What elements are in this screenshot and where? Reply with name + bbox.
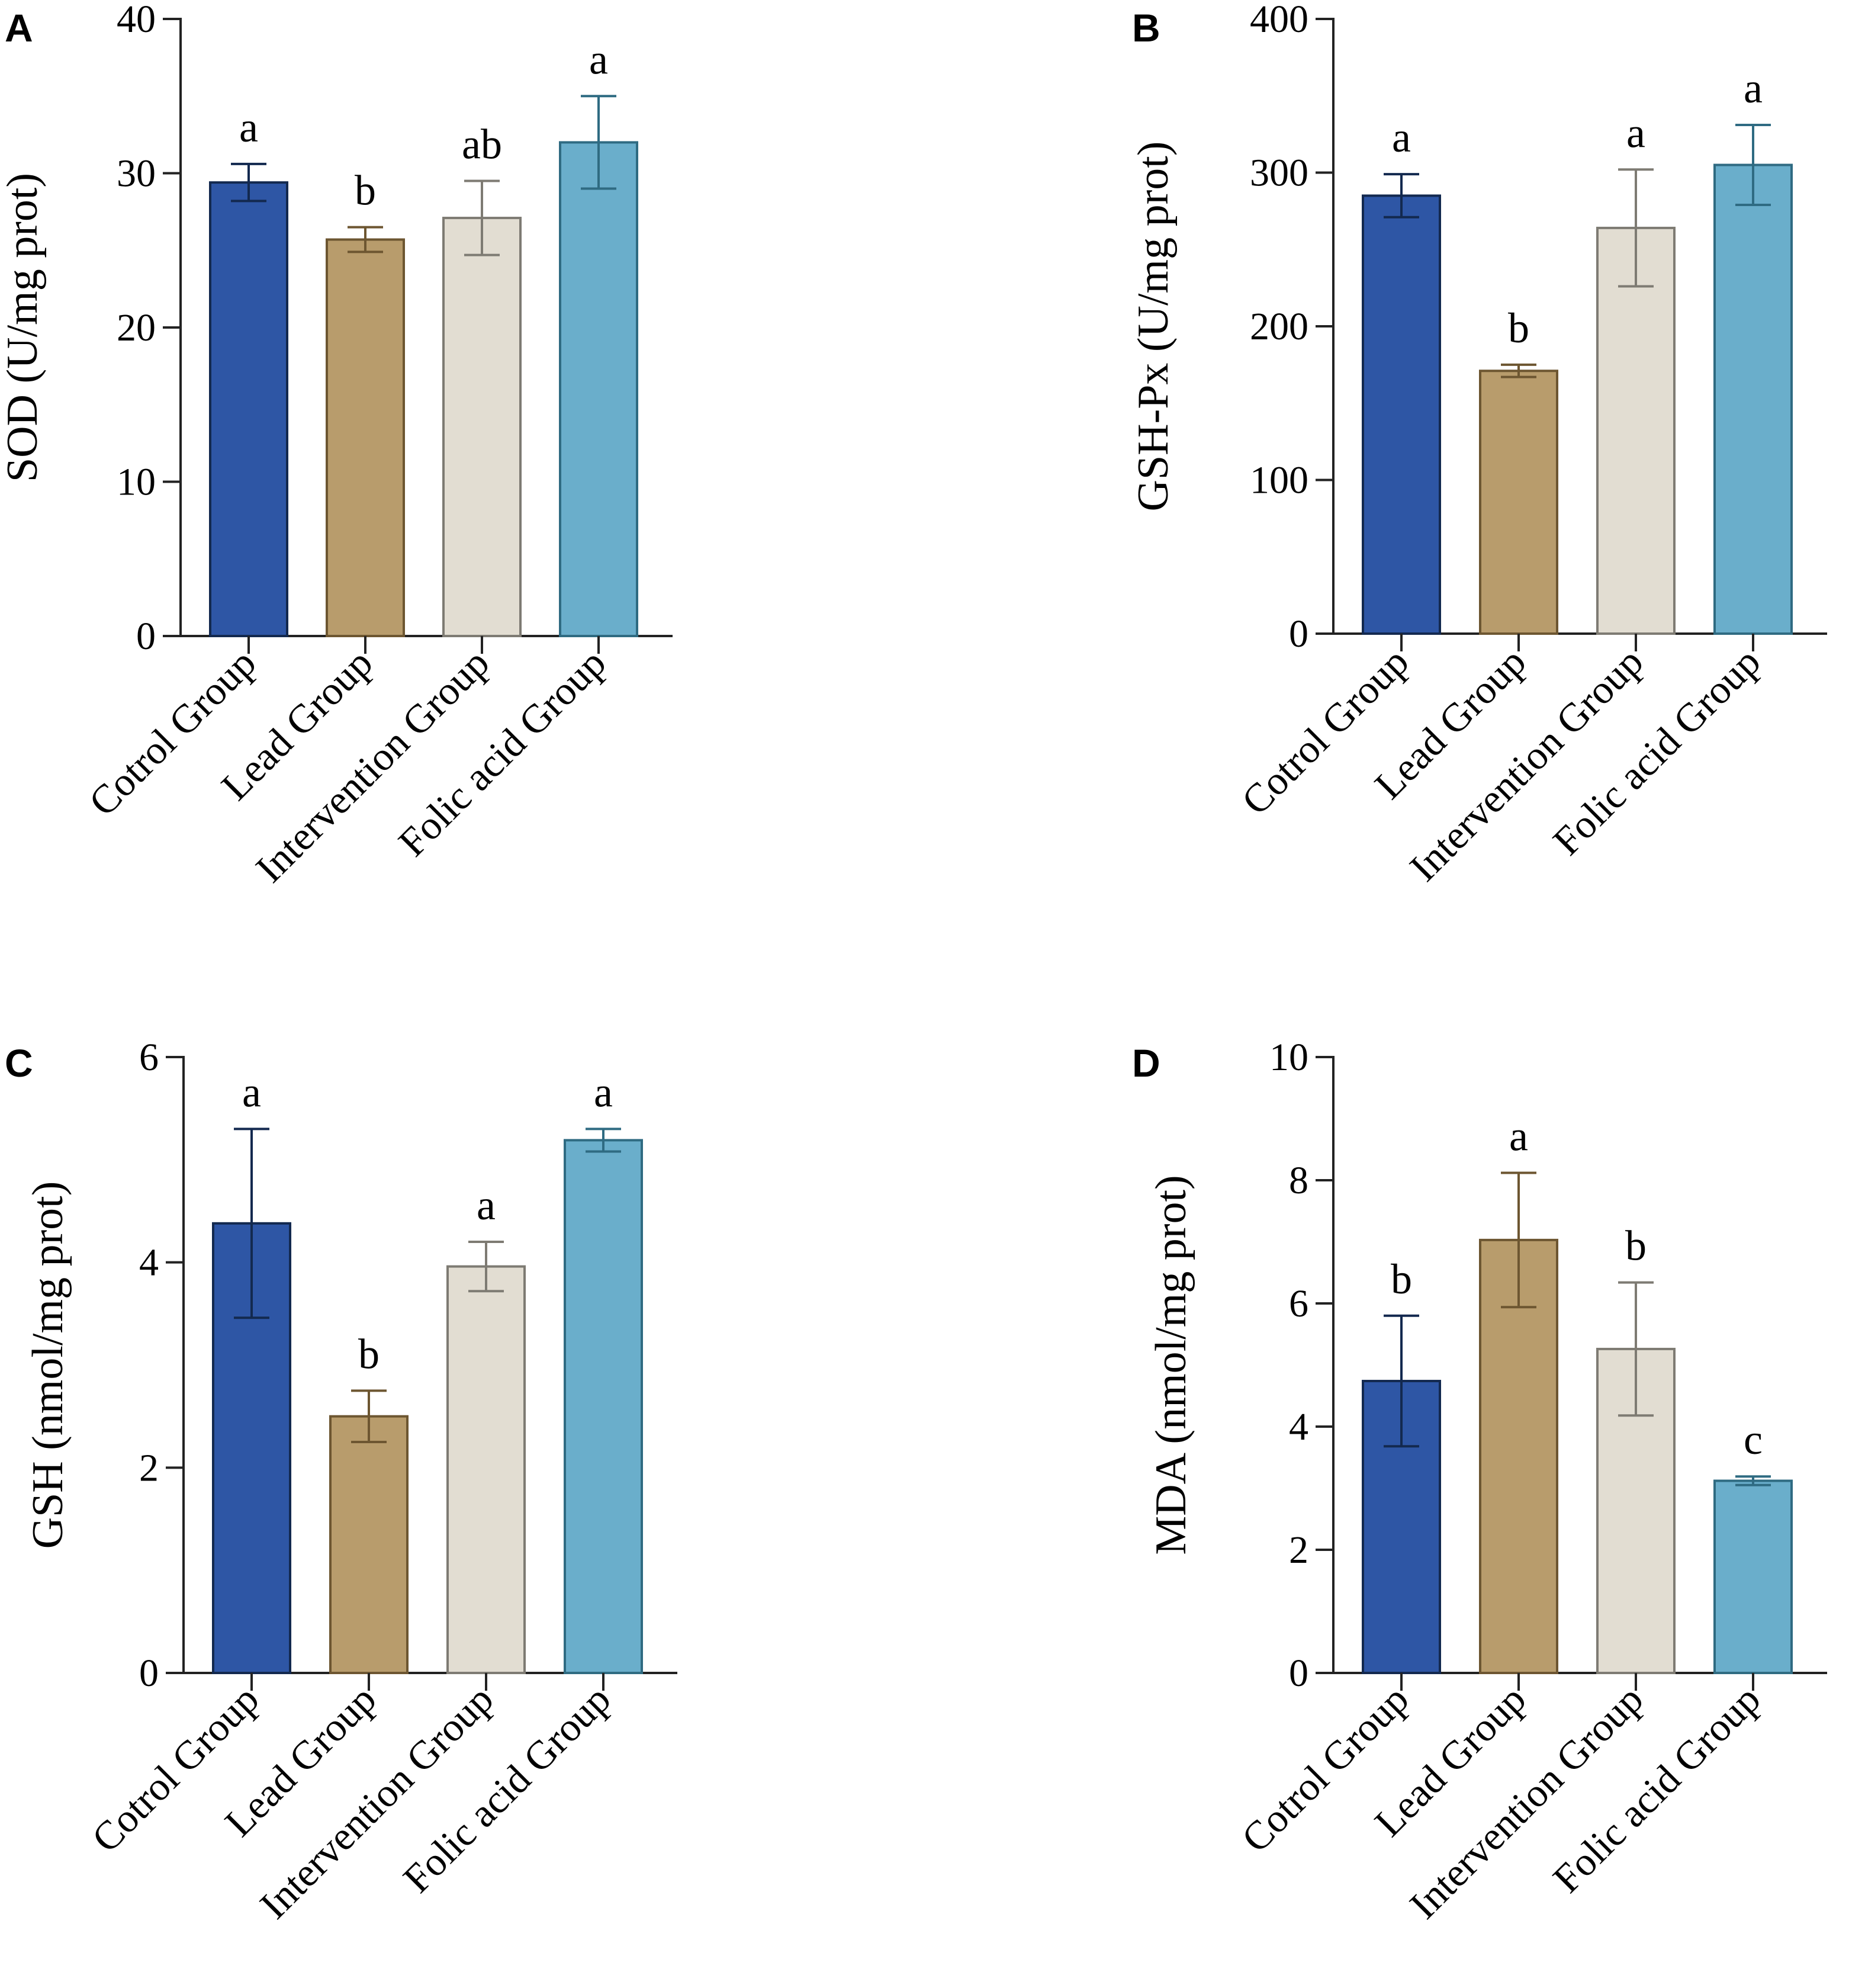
significance-label: b bbox=[1391, 1255, 1412, 1303]
significance-label: c bbox=[1744, 1416, 1763, 1463]
significance-label: a bbox=[242, 1068, 261, 1116]
bar bbox=[329, 1415, 409, 1675]
bar bbox=[1479, 370, 1558, 635]
bar bbox=[1713, 163, 1793, 635]
y-tick-label: 20 bbox=[117, 306, 156, 349]
significance-label: a bbox=[239, 104, 258, 151]
y-axis-title: MDA (nmol/mg prot) bbox=[1147, 1175, 1195, 1555]
panel-label: B bbox=[1132, 6, 1160, 50]
y-tick-label: 0 bbox=[136, 615, 156, 658]
bar bbox=[442, 217, 522, 638]
y-tick-label: 2 bbox=[139, 1446, 159, 1489]
x-category-label: Folic acid Group bbox=[1544, 639, 1769, 864]
y-tick-label: 300 bbox=[1250, 152, 1308, 195]
significance-label: a bbox=[1509, 1113, 1528, 1160]
significance-label: a bbox=[1744, 65, 1763, 112]
panel-label: C bbox=[5, 1041, 33, 1085]
bar bbox=[209, 181, 288, 637]
y-tick-label: 6 bbox=[139, 1036, 159, 1079]
significance-label: ab bbox=[462, 121, 502, 168]
y-axis-title: GSH (nmol/mg prot) bbox=[24, 1181, 72, 1549]
y-tick-label: 200 bbox=[1250, 305, 1308, 348]
panel-label: D bbox=[1132, 1041, 1160, 1085]
bar bbox=[1596, 226, 1676, 635]
significance-label: a bbox=[1392, 114, 1411, 161]
y-tick-label: 6 bbox=[1289, 1282, 1308, 1325]
x-category-label: Folic acid Group bbox=[1544, 1677, 1769, 1902]
significance-label: b bbox=[1508, 304, 1529, 352]
y-axis-title: SOD (U/mg prot) bbox=[0, 173, 47, 482]
bar bbox=[559, 141, 638, 637]
significance-label: b bbox=[355, 167, 376, 214]
bar bbox=[1362, 194, 1441, 635]
y-tick-label: 8 bbox=[1289, 1159, 1308, 1202]
significance-label: a bbox=[594, 1068, 613, 1116]
y-tick-label: 0 bbox=[139, 1652, 159, 1695]
x-category-label: Folic acid Group bbox=[390, 640, 615, 865]
y-tick-label: 4 bbox=[1289, 1405, 1308, 1449]
y-tick-label: 40 bbox=[117, 0, 156, 41]
significance-label: a bbox=[1626, 109, 1645, 156]
y-tick-label: 0 bbox=[1289, 1652, 1308, 1695]
bar bbox=[326, 238, 405, 637]
y-tick-label: 10 bbox=[1269, 1036, 1308, 1079]
y-tick-label: 400 bbox=[1250, 0, 1308, 41]
y-axis-title: GSH-Px (U/mg prot) bbox=[1129, 142, 1178, 512]
significance-label: a bbox=[589, 36, 608, 83]
y-tick-label: 0 bbox=[1289, 612, 1308, 656]
bar bbox=[446, 1265, 526, 1675]
significance-label: b bbox=[1625, 1222, 1647, 1270]
significance-label: b bbox=[358, 1330, 380, 1377]
bar bbox=[564, 1139, 643, 1674]
y-tick-label: 100 bbox=[1250, 459, 1308, 502]
y-tick-label: 2 bbox=[1289, 1528, 1308, 1572]
significance-label: a bbox=[477, 1181, 496, 1229]
x-category-label: Folic acid Group bbox=[394, 1677, 619, 1902]
panel-label: A bbox=[5, 6, 33, 50]
bar bbox=[1713, 1479, 1793, 1675]
y-tick-label: 4 bbox=[139, 1241, 159, 1284]
y-tick-label: 10 bbox=[117, 461, 156, 504]
y-tick-label: 30 bbox=[117, 152, 156, 195]
